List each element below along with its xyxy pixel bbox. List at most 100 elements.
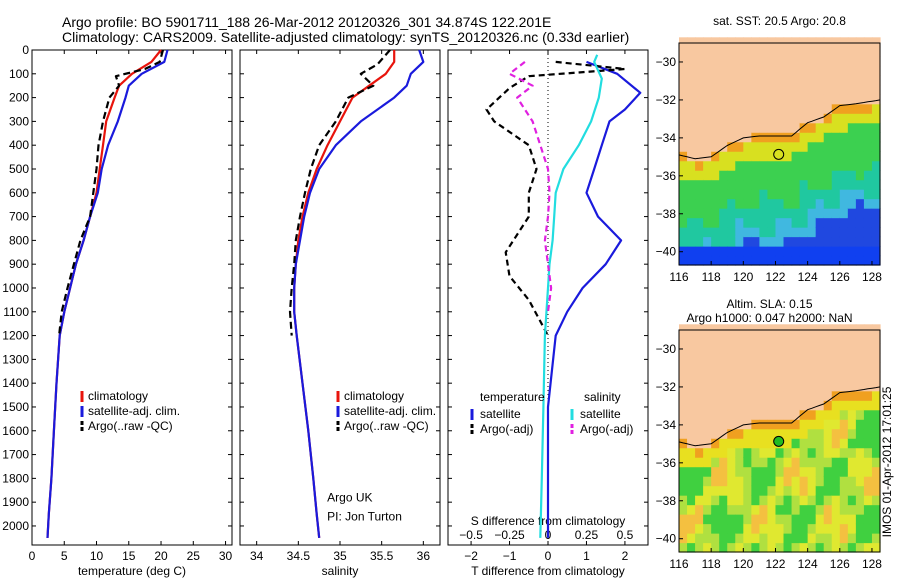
sla-map-cell xyxy=(703,400,712,411)
sst-map-cell xyxy=(767,46,777,57)
sla-map-cell xyxy=(839,523,849,534)
sst-map-cell xyxy=(703,236,712,247)
sst-map-cell xyxy=(823,132,833,143)
sla-map-cell xyxy=(807,352,817,363)
sla-map-cell xyxy=(839,371,849,382)
sla-map-cell xyxy=(847,381,857,392)
sla-map-cell xyxy=(839,438,849,449)
difference-series-temperature-argo-adj- xyxy=(485,60,627,337)
difference-xtick-label: −2 xyxy=(464,549,478,563)
sst-map-cell xyxy=(759,56,769,67)
sla-map-cell xyxy=(679,523,688,534)
sst-map-cell xyxy=(727,255,736,266)
sla-map-cell xyxy=(799,352,809,363)
sst-map-cell xyxy=(711,37,720,48)
sla-map-cell xyxy=(687,371,696,382)
temperature-ytick-label: 900 xyxy=(9,257,29,271)
sla-map-cell xyxy=(863,438,873,449)
sla-map-cell xyxy=(695,514,704,525)
sst-map-cell xyxy=(799,94,809,105)
sst-map-xtick-label: 126 xyxy=(830,270,850,284)
sla-map-cell xyxy=(831,438,841,449)
sst-map-cell xyxy=(727,236,736,247)
sla-map-cell xyxy=(871,419,881,430)
sst-map-cell xyxy=(719,56,728,67)
sla-map-cell xyxy=(695,495,704,506)
sla-map-cell xyxy=(679,485,688,496)
sla-map-cell xyxy=(695,447,704,458)
sla-map-cell xyxy=(679,409,688,420)
sst-map-cell xyxy=(783,46,793,57)
sla-map-cell xyxy=(863,419,873,430)
sla-map-cell xyxy=(759,400,769,411)
sla-map-cell xyxy=(751,495,760,506)
sla-map-cell xyxy=(823,390,833,401)
salinity-legend-label: climatology xyxy=(344,389,404,403)
sst-map-cell xyxy=(775,113,785,124)
temperature-legend-label: climatology xyxy=(88,389,148,403)
sst-map-cell xyxy=(863,113,873,124)
sla-map-cell xyxy=(703,390,712,401)
sst-map-cell xyxy=(783,189,793,200)
sst-map-cell xyxy=(799,65,809,76)
sla-map-cell xyxy=(839,343,849,354)
sla-map-cell xyxy=(711,324,720,335)
sla-map-cell xyxy=(831,371,841,382)
sla-map-cell xyxy=(783,466,793,477)
sst-map-cell xyxy=(847,94,857,105)
sla-map-cell xyxy=(799,438,809,449)
sla-map-cell xyxy=(791,542,801,553)
sla-map-cell xyxy=(775,381,785,392)
sst-map-cell xyxy=(847,113,857,124)
sla-map-cell xyxy=(863,333,873,344)
sst-map-cell xyxy=(703,65,712,76)
sst-map-cell xyxy=(719,160,728,171)
sla-map-cell xyxy=(775,523,785,534)
sla-map-cell xyxy=(791,466,801,477)
sst-map-cell xyxy=(847,255,857,266)
sla-map-cell xyxy=(775,428,785,439)
sla-map-cell xyxy=(839,428,849,439)
sst-map-cell xyxy=(695,113,704,124)
sla-map-cell xyxy=(871,533,881,544)
sst-map-cell xyxy=(751,217,760,228)
sla-map-cell xyxy=(727,333,736,344)
sst-map-cell xyxy=(775,208,785,219)
sla-map-cell xyxy=(687,352,696,363)
sla-map-cell xyxy=(735,324,744,335)
sst-map-title: sat. SST: 20.5 Argo: 20.8 xyxy=(713,14,846,28)
sst-map-cell xyxy=(751,94,760,105)
sla-map-frame xyxy=(678,329,881,553)
sst-map-cell xyxy=(711,246,720,257)
sla-map-cell xyxy=(743,333,752,344)
sla-map-cell xyxy=(711,466,720,477)
sla-map-cell xyxy=(767,381,777,392)
sla-map-cell xyxy=(767,409,777,420)
sst-map-cell xyxy=(815,84,825,95)
sla-map-cell xyxy=(839,362,849,373)
sla-map-cell xyxy=(711,514,720,525)
sla-map-cell xyxy=(679,400,688,411)
sst-map-cell xyxy=(775,189,785,200)
sla-map-cell xyxy=(727,371,736,382)
sla-map-cell xyxy=(727,523,736,534)
sst-map-cell xyxy=(839,113,849,124)
sla-map-cell xyxy=(743,324,752,335)
sla-map-cell xyxy=(799,419,809,430)
sla-map-cell xyxy=(687,514,696,525)
sst-map-cell xyxy=(815,151,825,162)
sst-map-cell xyxy=(775,170,785,181)
sst-map-cell xyxy=(807,246,817,257)
sla-map-cell xyxy=(687,533,696,544)
sst-map-cell xyxy=(847,208,857,219)
sst-map-cell xyxy=(687,122,696,133)
sla-map-cell xyxy=(871,352,881,363)
sst-map-cell xyxy=(751,56,760,67)
sst-map-cell xyxy=(703,75,712,86)
sla-map-cell xyxy=(783,362,793,373)
temperature-ytick-label: 2000 xyxy=(2,519,29,533)
sst-map-cell xyxy=(687,103,696,114)
sla-map-cell xyxy=(831,381,841,392)
sla-map-cell xyxy=(831,466,841,477)
